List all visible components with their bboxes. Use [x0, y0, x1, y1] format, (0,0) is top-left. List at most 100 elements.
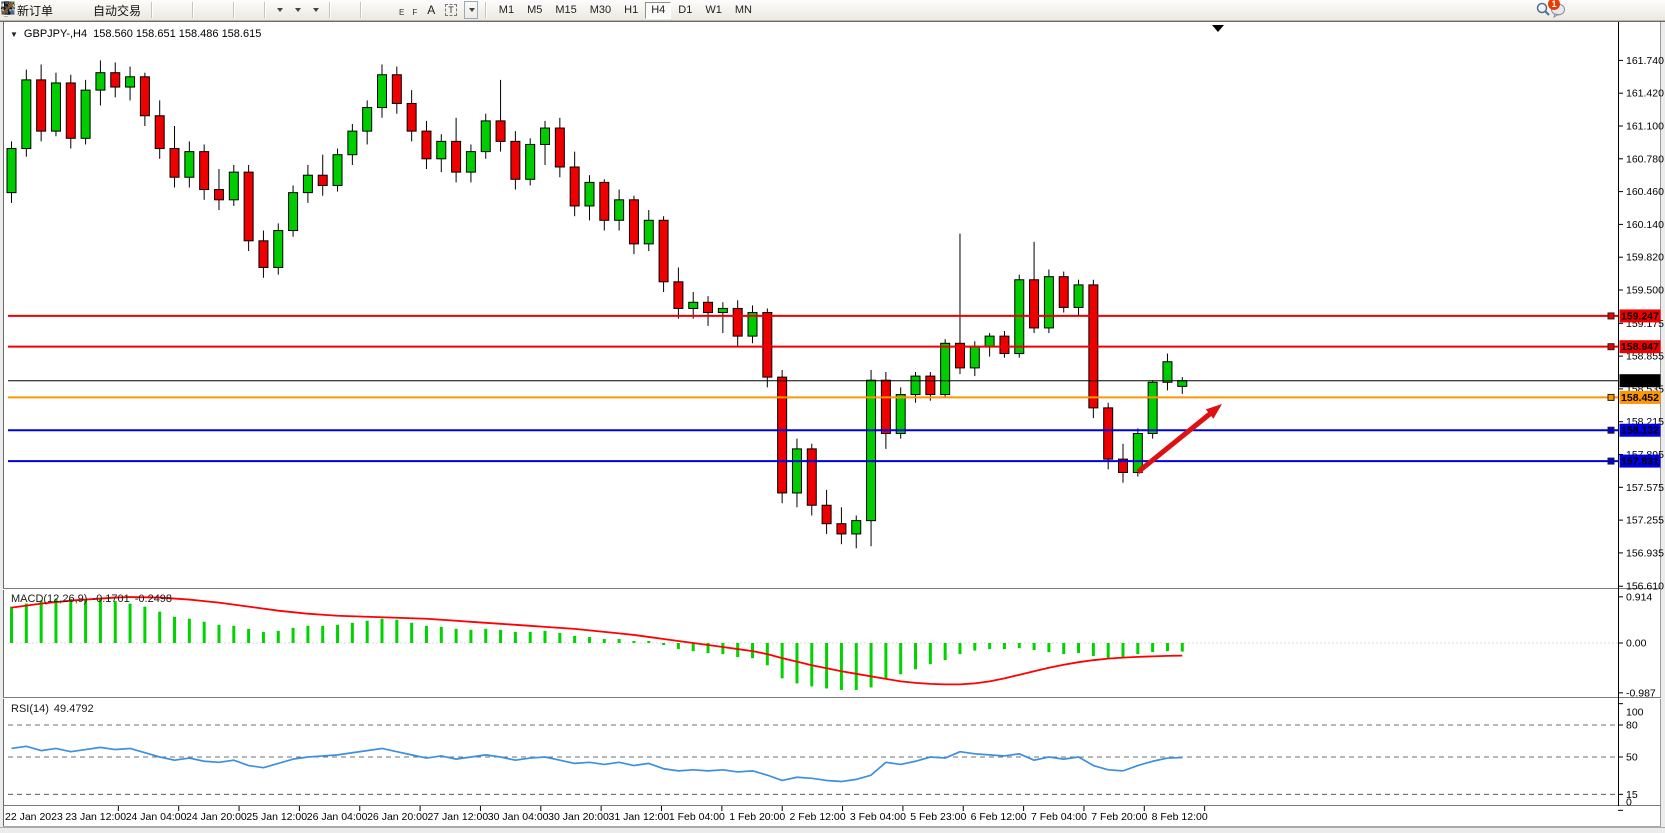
auto-scroll-button[interactable] — [1, 1, 247, 19]
market-watch-button[interactable] — [1, 1, 66, 19]
text-label-button[interactable]: T — [442, 1, 460, 19]
data-window-button[interactable] — [1, 1, 76, 19]
axis-label: 161.420 — [1626, 88, 1664, 100]
price-badge-158.947 — [1619, 340, 1661, 354]
toolbar-separator — [329, 2, 331, 18]
macd-signal-line[interactable] — [11, 596, 1183, 686]
auto-trading-button[interactable]: 自动交易 — [1, 1, 144, 19]
timeframe-MN[interactable]: MN — [729, 2, 758, 19]
trend-arrow-annotation[interactable] — [1136, 411, 1213, 474]
candlestick-series[interactable] — [6, 60, 1188, 549]
rsi-line[interactable] — [11, 745, 1183, 783]
macd-signal-value: -0.2498 — [134, 593, 173, 605]
candlestick-chart-button[interactable] — [2, 1, 175, 19]
chart-canvas[interactable]: 161.740 161.420 161.100 160.780 160.460 160.1… — [0, 21, 1665, 832]
timeframe-M5[interactable]: M5 — [521, 2, 548, 19]
axis-label: 80 — [1626, 719, 1638, 731]
timeframe-H4[interactable]: H4 — [645, 1, 672, 19]
timeframe-toolbar: M1 M5 M15 M30 H1 H4 D1 W1 MN — [493, 1, 758, 19]
axis-label: 3 Feb 04:00 — [850, 811, 906, 823]
axis-label: 24 Jan 20:00 — [186, 811, 247, 823]
axis-label: 22 Jan 2023 — [5, 811, 63, 823]
hline-handle-158.452[interactable] — [1607, 393, 1615, 401]
zoom-out-button[interactable] — [2, 1, 216, 19]
timeframe-M15[interactable]: M15 — [549, 2, 582, 19]
chevron-down-icon — [295, 8, 302, 12]
toolbar-separator — [360, 2, 362, 18]
chart-symbol-period: GBPJPY-,H4 — [23, 28, 88, 40]
vertical-line-button[interactable] — [5, 1, 374, 19]
cursor-button[interactable] — [4, 1, 343, 19]
timeframe-M30[interactable]: M30 — [584, 2, 617, 19]
axis-label: 2 Feb 12:00 — [790, 811, 846, 823]
notification-count-badge: 1 — [1548, 0, 1560, 10]
axis-label: -0.987 — [1626, 687, 1656, 699]
toolbar-separator — [484, 2, 486, 18]
axis-label: 156.610 — [1626, 581, 1664, 593]
axis-label: 160.460 — [1626, 186, 1664, 198]
macd-main-value: -0.1701 — [92, 593, 130, 605]
timeframe-M1[interactable]: M1 — [493, 2, 520, 19]
hline-handle-159.247[interactable] — [1607, 312, 1615, 320]
chart-shift-marker[interactable] — [1212, 25, 1224, 32]
bar-chart-button[interactable] — [2, 1, 165, 19]
zoom-in-button[interactable] — [2, 1, 206, 19]
bid-price-badge — [1619, 374, 1661, 388]
notifications-button[interactable]: 1 — [1548, 0, 1565, 19]
search-button[interactable] — [1535, 1, 1550, 19]
text-tool-glyph: A — [427, 3, 436, 17]
signals-button[interactable] — [1, 1, 86, 19]
chevron-down-icon — [313, 8, 320, 12]
periods-button[interactable] — [1, 1, 304, 19]
axis-label: 0.914 — [1626, 591, 1652, 603]
tile-windows-button[interactable] — [1, 1, 226, 19]
toolbar-separator — [233, 2, 235, 18]
axis-label: 158.132 — [1621, 425, 1659, 437]
hline-handle-157.831[interactable] — [1607, 457, 1615, 465]
axis-label: 0 — [1626, 797, 1632, 809]
axis-label: 160.140 — [1626, 219, 1664, 231]
chart-shift-button[interactable] — [1, 1, 257, 19]
hline-handle-158.132[interactable] — [1607, 426, 1615, 434]
channel-glyph: E — [399, 8, 405, 17]
chart-ohlc-values: 158.560 158.651 158.486 158.615 — [93, 28, 262, 40]
arrows-button[interactable] — [2, 1, 478, 19]
templates-button[interactable] — [1, 1, 322, 19]
equidistant-channel-button[interactable]: E — [0, 1, 407, 19]
macd-name: MACD(12,26,9) — [11, 593, 88, 605]
line-chart-button[interactable] — [1, 1, 185, 19]
chart-menu-icon[interactable]: ▼ — [10, 29, 18, 39]
axis-label: 159.820 — [1626, 252, 1664, 264]
hline-handle-158.947[interactable] — [1607, 343, 1615, 351]
fibonacci-button[interactable]: F — [1, 1, 420, 19]
timeframe-D1[interactable]: D1 — [672, 2, 698, 19]
rsi-name: RSI(14) — [11, 703, 49, 715]
trendline-button[interactable] — [1, 1, 394, 19]
indicators-button[interactable] — [1, 1, 286, 19]
axis-label: 30 Jan 20:00 — [548, 811, 609, 823]
timeframe-W1[interactable]: W1 — [699, 2, 728, 19]
chart-background — [3, 22, 1661, 827]
axis-label: 157.575 — [1626, 482, 1664, 494]
price-badge-159.247 — [1619, 309, 1661, 323]
new-order-button[interactable]: 新订单 — [14, 1, 56, 19]
macd-histogram-series[interactable] — [10, 598, 1184, 690]
axis-label: 156.935 — [1626, 547, 1664, 559]
crosshair-button[interactable] — [1, 1, 353, 19]
axis-label: 161.740 — [1626, 55, 1664, 67]
axis-label: 50 — [1626, 752, 1638, 764]
price-badge-157.831 — [1619, 454, 1661, 468]
timeframe-H1[interactable]: H1 — [618, 2, 644, 19]
text-button[interactable]: A — [424, 1, 438, 19]
axis-label: 5 Feb 23:00 — [910, 811, 966, 823]
axis-label: 158.947 — [1621, 341, 1659, 353]
trend-arrow-head[interactable] — [1205, 404, 1222, 419]
axis-label: 30 Jan 04:00 — [488, 811, 549, 823]
chevron-down-icon — [277, 8, 284, 12]
axis-label: 15 — [1626, 789, 1638, 801]
axis-label: 8 Feb 12:00 — [1152, 811, 1208, 823]
horizontal-line-button[interactable] — [1, 1, 384, 19]
axis-label: 24 Jan 04:00 — [126, 811, 187, 823]
axis-label: 157.255 — [1626, 515, 1664, 527]
axis-label: 100 — [1626, 707, 1644, 719]
